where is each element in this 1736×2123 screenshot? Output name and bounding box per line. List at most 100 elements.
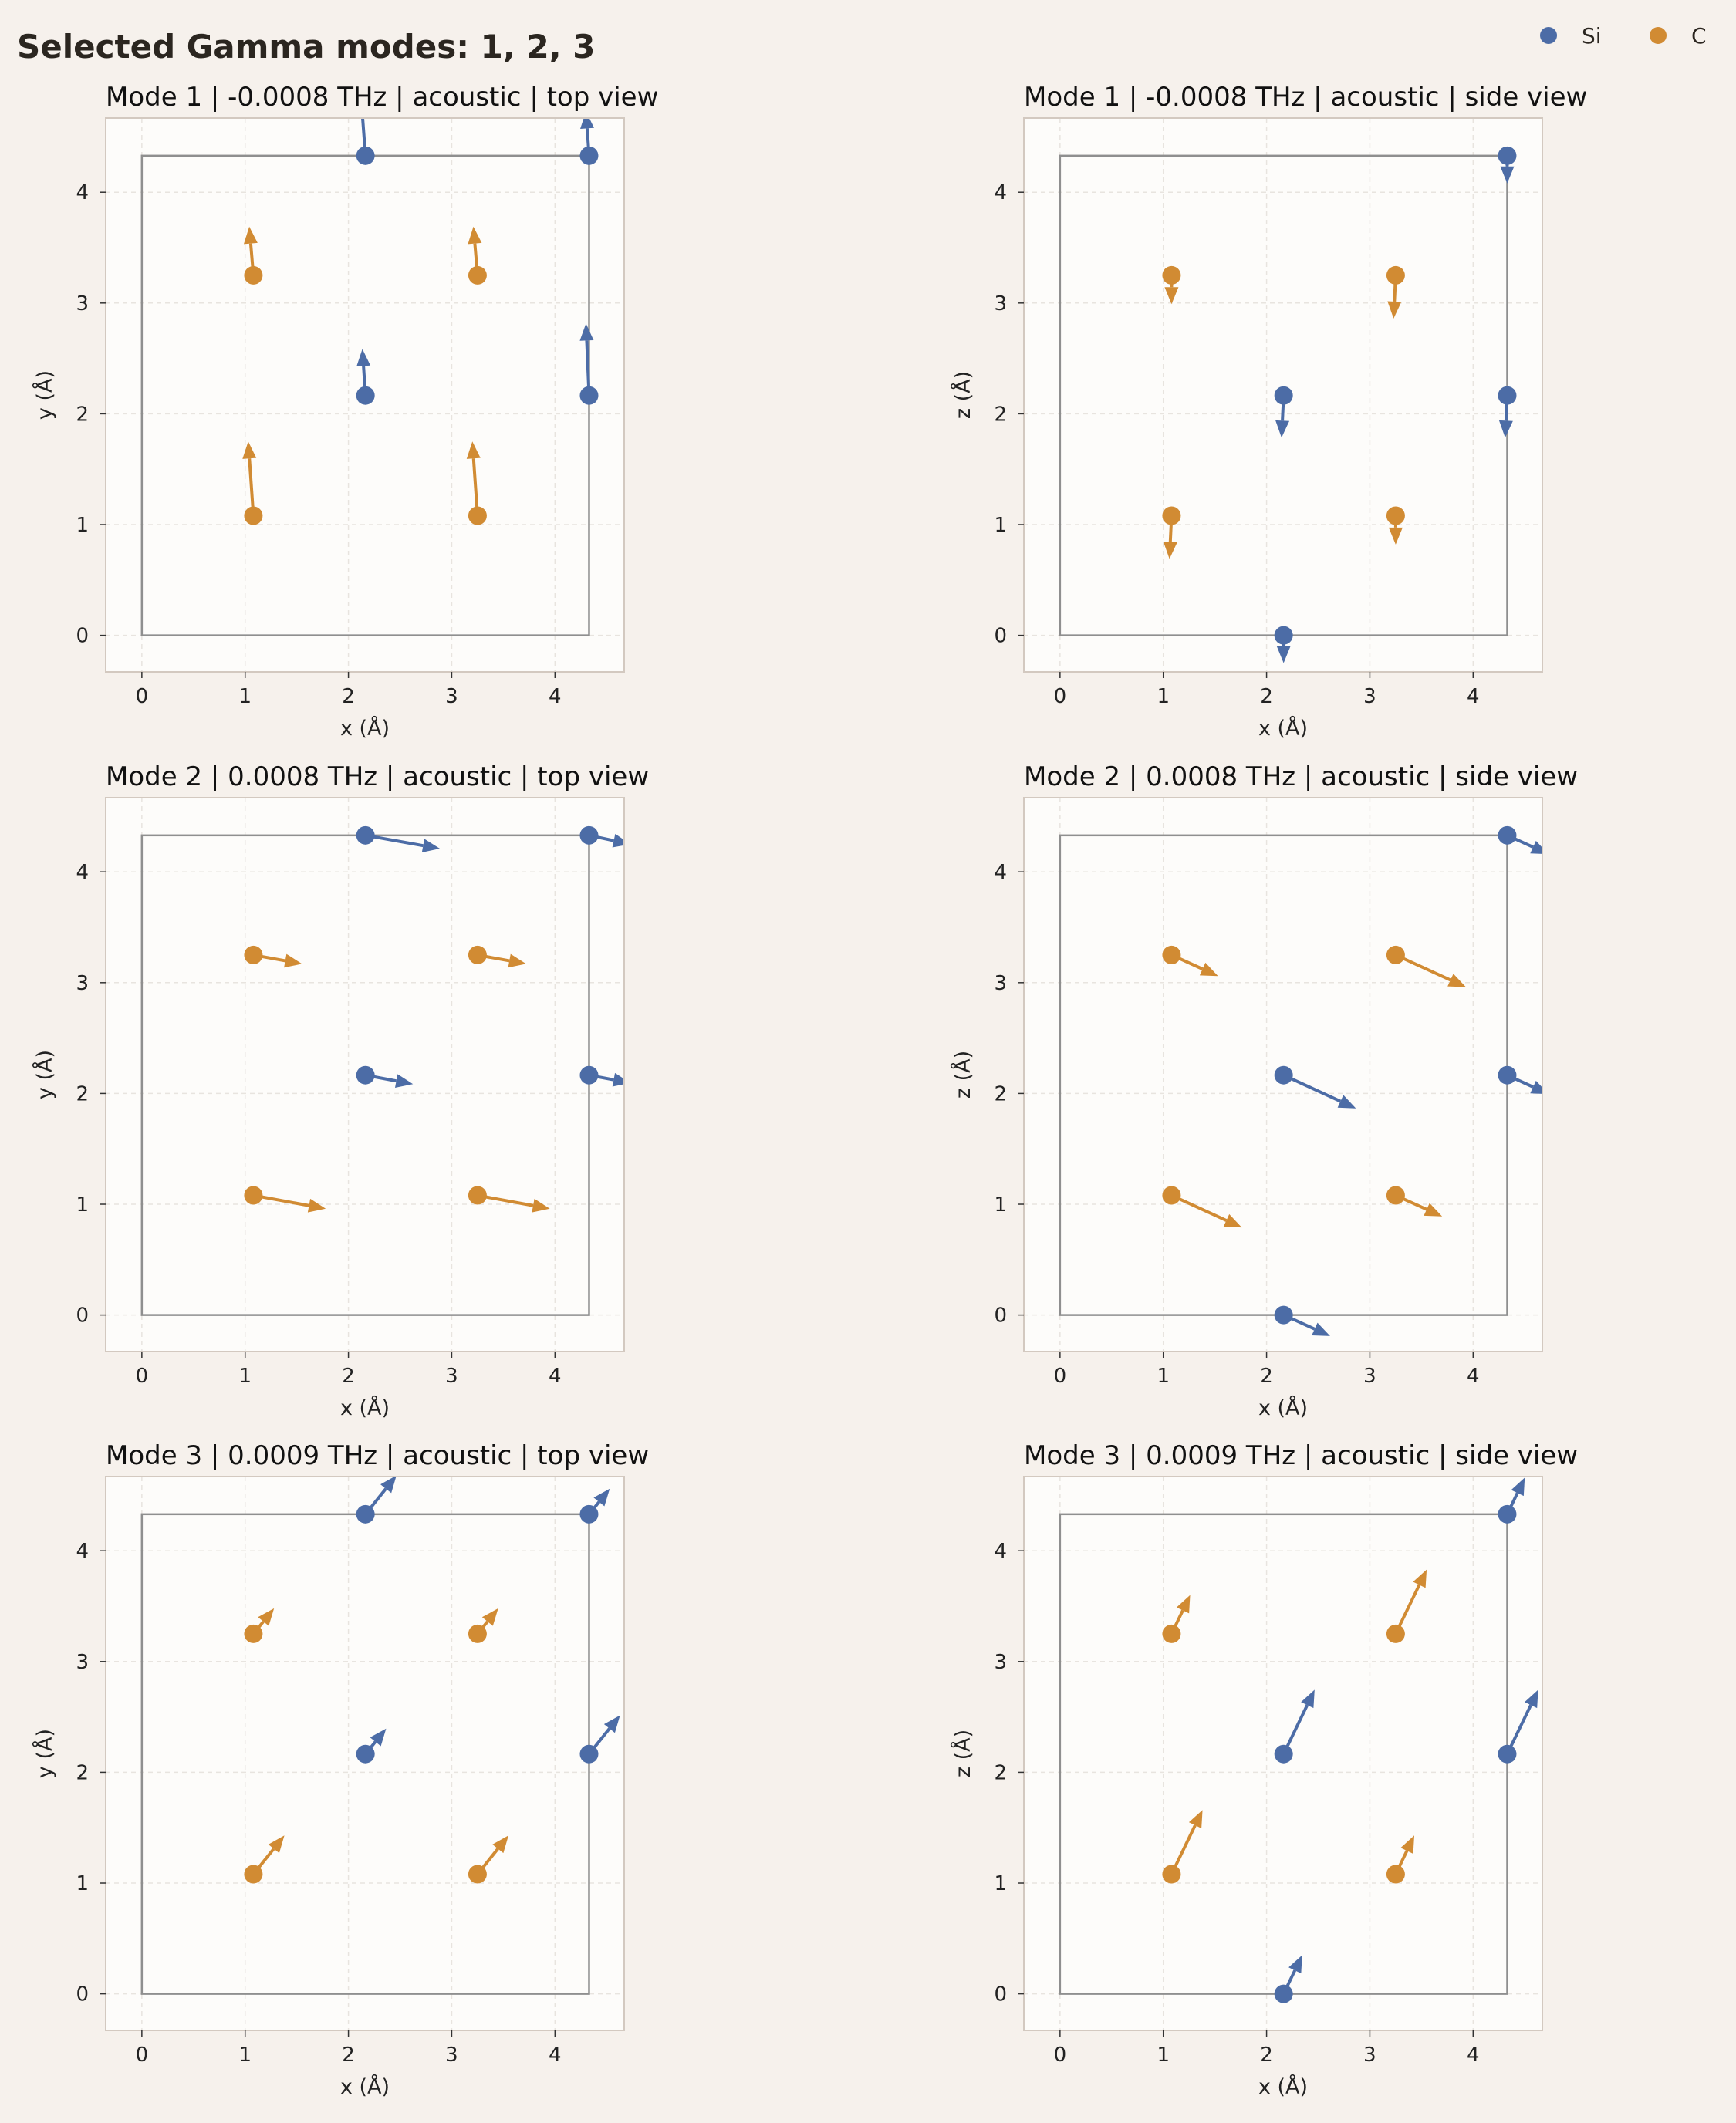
displacement-arrow-head xyxy=(1530,840,1542,854)
atom-c xyxy=(244,265,263,285)
x-tick-label: 4 xyxy=(1467,2044,1480,2067)
data-layer xyxy=(242,118,599,525)
data-layer xyxy=(244,1477,620,1884)
displacement-arrow-head xyxy=(468,226,482,245)
x-axis-label: x (Å) xyxy=(1258,1396,1308,1420)
y-tick-label: 2 xyxy=(994,403,1007,426)
panel-title: Mode 1 | -0.0008 THz | acoustic | top vi… xyxy=(106,82,658,113)
x-tick-label: 1 xyxy=(238,685,252,708)
displacement-arrow-head xyxy=(1424,1203,1443,1217)
y-tick-label: 4 xyxy=(994,181,1007,204)
panel-1: 0 1 2 3 4 0 1 2 3 4 Mode 1 | -0.0008 THz | acousti… xyxy=(32,82,658,741)
atom-c xyxy=(1386,1624,1405,1643)
data-layer xyxy=(1162,1477,1538,2003)
legend-label-si: Si xyxy=(1582,23,1602,49)
atom-si xyxy=(1274,1065,1293,1085)
displacement-arrow-head xyxy=(1163,542,1177,559)
displacement-arrow-head xyxy=(508,953,526,968)
x-tick-label: 4 xyxy=(549,2044,562,2067)
displacement-arrow-head xyxy=(1164,287,1179,305)
atom-si xyxy=(1498,1744,1517,1764)
displacement-arrow-shaft xyxy=(1170,1193,1228,1222)
x-tick-label: 4 xyxy=(549,685,562,708)
atom-c xyxy=(1162,1865,1181,1884)
y-tick-label: 3 xyxy=(994,1651,1007,1674)
displacement-arrow-head xyxy=(1275,420,1290,438)
displacement-arrow-head xyxy=(1312,1322,1330,1336)
x-tick-label: 4 xyxy=(549,1365,562,1388)
y-axis-label: y (Å) xyxy=(32,370,57,420)
data-layer xyxy=(244,825,624,1213)
y-tick-label: 0 xyxy=(994,1983,1007,2007)
atom-c xyxy=(468,506,487,525)
displacement-arrow-head xyxy=(1530,1080,1542,1094)
x-tick-label: 2 xyxy=(1260,685,1273,708)
y-tick-label: 1 xyxy=(994,1872,1007,1895)
displacement-arrow-head xyxy=(1413,1569,1427,1588)
displacement-arrow-head xyxy=(243,226,258,245)
panel-4: 0 1 2 3 4 0 1 2 3 4 Mode 2 | 0.0008 THz | acoustic… xyxy=(951,761,1578,1420)
x-tick-label: 3 xyxy=(1363,1365,1376,1388)
x-tick-label: 4 xyxy=(1467,1365,1480,1388)
y-tick-label: 1 xyxy=(76,514,89,537)
legend-label-c: C xyxy=(1691,23,1707,49)
x-tick-label: 2 xyxy=(1260,2044,1273,2067)
displacement-arrow-head xyxy=(1176,1595,1191,1614)
y-tick-label: 3 xyxy=(994,972,1007,995)
displacement-arrow-head xyxy=(370,1728,387,1747)
y-tick-label: 2 xyxy=(994,1082,1007,1105)
atom-si xyxy=(356,146,375,165)
x-tick-label: 3 xyxy=(445,1365,458,1388)
panel-3: 0 1 2 3 4 0 1 2 3 4 Mode 2 | 0.0008 THz | acoustic… xyxy=(32,761,649,1420)
y-tick-label: 2 xyxy=(76,403,89,426)
atom-si xyxy=(1274,1744,1293,1764)
panels: 0 1 2 3 4 0 1 2 3 4 Mode 1 | -0.0008 THz | acousti… xyxy=(32,82,1587,2099)
axes-frame xyxy=(105,797,625,1352)
x-tick-label: 1 xyxy=(1157,2044,1170,2067)
x-tick-label: 3 xyxy=(1363,685,1376,708)
y-tick-label: 4 xyxy=(994,1540,1007,1563)
x-tick-label: 3 xyxy=(445,2044,458,2067)
y-tick-label: 0 xyxy=(76,1305,89,1328)
atom-c xyxy=(244,1624,263,1643)
atom-c xyxy=(1162,1624,1181,1643)
displacement-arrow-head xyxy=(580,118,594,129)
x-tick-label: 1 xyxy=(238,1365,252,1388)
y-tick-label: 3 xyxy=(76,292,89,316)
atom-si xyxy=(356,825,375,845)
atom-si xyxy=(1274,626,1293,645)
displacement-arrow-shaft xyxy=(1282,1073,1342,1103)
displacement-arrow-head xyxy=(1400,1835,1415,1854)
x-axis-label: x (Å) xyxy=(1258,2074,1308,2099)
atom-c xyxy=(1386,945,1405,964)
atom-si xyxy=(356,1504,375,1524)
y-tick-label: 0 xyxy=(994,1305,1007,1328)
y-tick-label: 4 xyxy=(76,1540,89,1563)
atom-si xyxy=(1498,386,1517,405)
y-tick-label: 4 xyxy=(76,861,89,884)
legend-marker-si xyxy=(1540,27,1557,44)
displacement-arrow-shaft xyxy=(1395,953,1451,982)
y-tick-label: 2 xyxy=(76,1082,89,1105)
atom-c xyxy=(1386,265,1405,285)
y-tick-label: 2 xyxy=(994,1761,1007,1784)
displacement-arrow-head xyxy=(612,1072,624,1087)
axes-frame xyxy=(1023,1476,1543,2031)
atom-si xyxy=(1274,1984,1293,2003)
displacement-arrow-head xyxy=(268,1835,285,1854)
displacement-arrow-shaft xyxy=(471,458,479,516)
legend-marker-c xyxy=(1650,27,1667,44)
atom-si xyxy=(1498,146,1517,165)
displacement-arrow-head xyxy=(1387,301,1402,319)
y-tick-label: 3 xyxy=(76,972,89,995)
atom-c xyxy=(1386,1186,1405,1205)
atom-c xyxy=(468,1865,487,1884)
atom-c xyxy=(1162,1186,1181,1205)
atom-c xyxy=(468,945,487,964)
atom-c xyxy=(1386,506,1405,525)
legend: Si C xyxy=(1540,23,1707,49)
panel-2: 0 1 2 3 4 0 1 2 3 4 Mode 1 | -0.0008 THz | acousti… xyxy=(951,82,1587,741)
atom-c xyxy=(1162,506,1181,525)
panel-6: 0 1 2 3 4 0 1 2 3 4 Mode 3 | 0.0009 THz | acoustic… xyxy=(951,1440,1578,2099)
